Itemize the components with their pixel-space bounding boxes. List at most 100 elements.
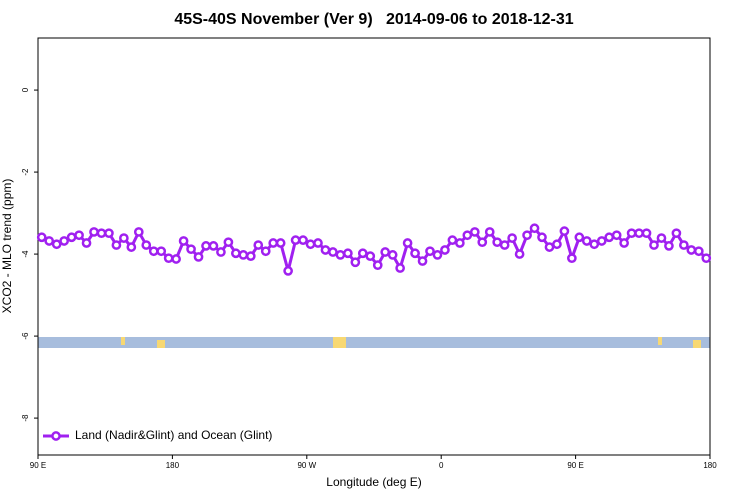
point xyxy=(36,232,47,243)
x-tick-label: 90 E xyxy=(30,461,46,470)
point xyxy=(44,236,55,246)
point xyxy=(313,238,323,248)
point xyxy=(283,266,293,276)
point xyxy=(604,232,615,243)
point xyxy=(693,246,704,257)
point xyxy=(96,228,107,239)
chart-title: 45S-40S November (Ver 9) 2014-09-06 to 2… xyxy=(174,11,573,28)
point xyxy=(626,228,637,239)
point xyxy=(522,230,532,241)
point xyxy=(238,250,249,260)
x-tick-label: 90 E xyxy=(567,461,583,470)
point xyxy=(74,230,84,241)
point xyxy=(290,235,301,245)
point xyxy=(686,245,697,255)
x-axis-label: Longitude (deg E) xyxy=(326,475,421,489)
point xyxy=(178,236,189,246)
point xyxy=(499,240,510,250)
point xyxy=(462,230,473,241)
point xyxy=(231,248,241,259)
point xyxy=(410,248,420,259)
point xyxy=(51,239,62,250)
point xyxy=(596,236,607,246)
point xyxy=(477,237,488,248)
point xyxy=(507,233,517,243)
point xyxy=(619,238,629,248)
point xyxy=(432,250,443,260)
point xyxy=(574,232,585,243)
point xyxy=(581,236,592,246)
point xyxy=(552,239,562,250)
legend-marker xyxy=(51,431,61,441)
point xyxy=(484,227,495,237)
point xyxy=(514,249,525,259)
point xyxy=(402,238,413,248)
plot-frame xyxy=(37,37,711,456)
point xyxy=(111,240,122,250)
x-tick-label: 180 xyxy=(703,461,717,470)
point xyxy=(656,233,667,243)
point xyxy=(81,238,92,248)
point xyxy=(380,247,391,257)
point xyxy=(298,235,308,245)
point xyxy=(492,237,503,248)
y-tick-label: 0 xyxy=(21,87,30,92)
point xyxy=(455,238,465,248)
point xyxy=(395,263,405,273)
point xyxy=(141,240,152,250)
point xyxy=(335,250,346,260)
point xyxy=(59,236,69,246)
point xyxy=(559,226,570,236)
point xyxy=(275,238,286,248)
y-tick-label: -2 xyxy=(21,168,30,176)
point xyxy=(544,242,555,252)
point xyxy=(664,241,674,251)
point xyxy=(649,240,659,250)
point xyxy=(223,237,234,248)
land-ocean-strip xyxy=(38,337,710,348)
point xyxy=(589,239,600,250)
point xyxy=(387,250,398,260)
point xyxy=(372,260,383,271)
point xyxy=(305,239,316,250)
point xyxy=(641,228,652,239)
point xyxy=(193,252,204,262)
x-tick-label: 180 xyxy=(166,461,180,470)
point xyxy=(245,251,256,261)
point xyxy=(611,230,622,241)
point xyxy=(328,247,338,257)
point xyxy=(201,241,211,251)
point xyxy=(417,256,428,266)
point xyxy=(119,233,129,243)
point xyxy=(440,245,450,255)
point xyxy=(425,246,435,257)
point xyxy=(701,253,712,264)
point xyxy=(268,238,279,248)
point xyxy=(133,227,144,237)
point xyxy=(66,232,77,243)
y-axis-label: XCO2 - MLO trend (ppm) xyxy=(0,179,14,314)
y-tick-label: -4 xyxy=(21,250,30,258)
point xyxy=(126,242,137,252)
point xyxy=(320,245,331,255)
point xyxy=(634,228,644,239)
x-tick-label: 90 W xyxy=(297,461,316,470)
point xyxy=(171,254,181,264)
point xyxy=(671,228,682,239)
y-tick-label: -6 xyxy=(21,332,30,340)
point xyxy=(89,227,99,237)
point xyxy=(447,235,458,245)
point xyxy=(537,232,547,243)
y-tick-label: -8 xyxy=(21,414,30,422)
point xyxy=(253,240,264,250)
point xyxy=(357,248,368,259)
point xyxy=(104,228,114,239)
point xyxy=(365,251,376,261)
point xyxy=(343,248,353,259)
point xyxy=(163,253,174,264)
point xyxy=(350,257,361,268)
point xyxy=(260,246,271,257)
x-tick-label: 0 xyxy=(439,461,444,470)
point xyxy=(567,253,577,264)
